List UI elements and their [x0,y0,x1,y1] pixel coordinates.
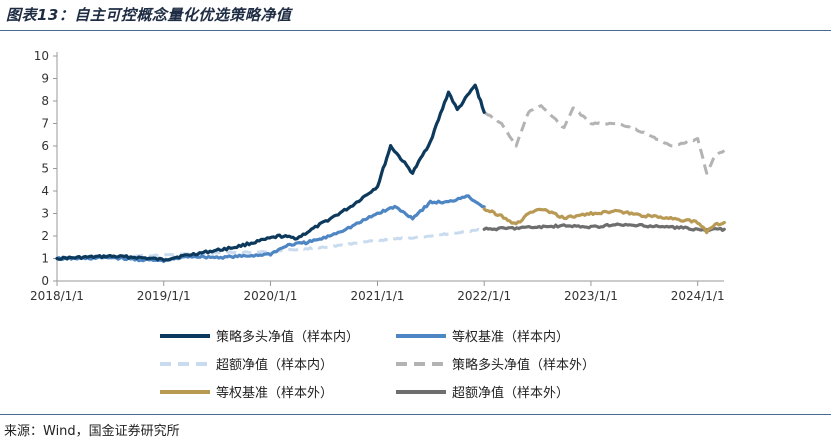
series-line-4 [483,104,726,175]
legend-label-5: 等权基准（样本外） [216,385,333,401]
source-note: 来源：Wind，国金证券研究所 [4,424,180,439]
chart-lines [55,83,726,264]
series-line-2 [55,194,486,264]
y-tick-label: 7 [41,117,49,131]
legend-label-3: 超额净值（样本内） [216,357,333,373]
footer-divider [0,414,831,415]
chart-legend: 策略多头净值（样本内） 等权基准（样本内） 超额净值（样本内） 策略多头净值（样本外）… [160,329,595,401]
legend-label-1: 策略多头净值（样本内） [216,329,359,345]
series-line-6 [482,222,726,233]
series-line-1 [55,83,486,262]
y-tick-label: 6 [41,139,49,153]
x-tick-label: 2024/1/1 [671,289,725,303]
y-tick-label: 2 [41,229,49,243]
x-tick-label: 2021/1/1 [351,289,405,303]
y-tick-label: 3 [41,207,49,221]
y-tick-label: 5 [41,162,49,176]
y-tick-label: 1 [41,252,49,266]
y-tick-label: 9 [41,72,49,86]
legend-label-6: 超额净值（样本外） [452,385,569,401]
series-line-3 [56,227,485,261]
x-tick-label: 2019/1/1 [137,289,191,303]
chart-axes: 0 1 2 3 4 5 6 7 8 9 10 2018/1/1 2019/1/1 2020/1/1 2021… [30,49,725,303]
page-title: 图表13：自主可控概念量化优选策略净值 [6,6,292,24]
legend-label-4: 策略多头净值（样本外） [452,357,595,373]
series-line-5 [482,207,726,235]
y-tick-label: 4 [41,184,49,198]
y-tick-label: 0 [41,274,49,288]
y-tick-label: 8 [41,94,49,108]
title-divider [0,30,831,31]
y-tick-label: 10 [34,49,49,63]
x-tick-label: 2020/1/1 [244,289,298,303]
x-tick-label: 2022/1/1 [457,289,511,303]
x-tick-label: 2023/1/1 [564,289,618,303]
x-tick-label: 2018/1/1 [30,289,84,303]
legend-label-2: 等权基准（样本内） [452,329,569,345]
